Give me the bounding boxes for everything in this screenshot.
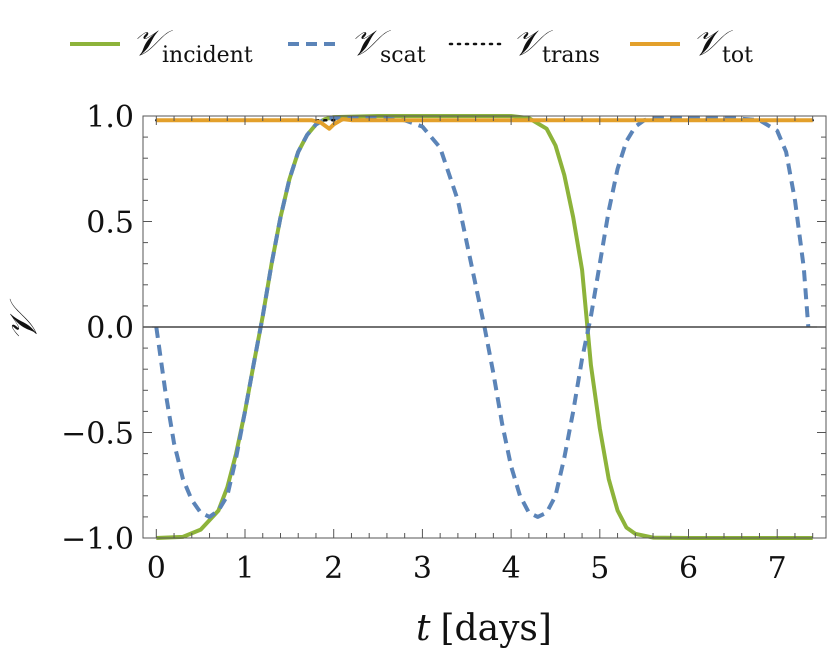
y-tick-label: 0.5 <box>86 206 134 241</box>
legend-label-incident: 𝒱incident <box>132 23 253 68</box>
x-axis-label: t [days] <box>416 608 552 649</box>
axes: 0 1 2 3 4 5 6 7 1.0 0.5 0.0 −0.5 −1.0 <box>61 100 827 586</box>
legend-label-tot: 𝒱tot <box>692 23 753 68</box>
x-tick-label: 5 <box>590 551 609 586</box>
x-tick-label: 7 <box>768 551 787 586</box>
x-tick-label: 1 <box>235 551 254 586</box>
y-tick-label: 0.0 <box>86 311 134 346</box>
series-line-tot <box>156 117 813 131</box>
legend: 𝒱incident 𝒱scat 𝒱trans 𝒱tot <box>70 23 753 68</box>
y-tick-label: 1.0 <box>86 100 134 135</box>
legend-label-scat: 𝒱scat <box>350 23 426 68</box>
y-tick-label: −1.0 <box>61 522 134 557</box>
y-tick-label: −0.5 <box>61 417 134 452</box>
x-tick-label: 3 <box>413 551 432 586</box>
legend-label-trans: 𝒱trans <box>512 23 600 68</box>
x-tick-label: 2 <box>324 551 343 586</box>
series-line-scat <box>154 116 811 519</box>
y-axis-label: 𝒱 <box>1 299 45 342</box>
x-tick-label: 4 <box>502 551 521 586</box>
x-tick-label: 6 <box>679 551 698 586</box>
x-tick-label: 0 <box>147 551 166 586</box>
